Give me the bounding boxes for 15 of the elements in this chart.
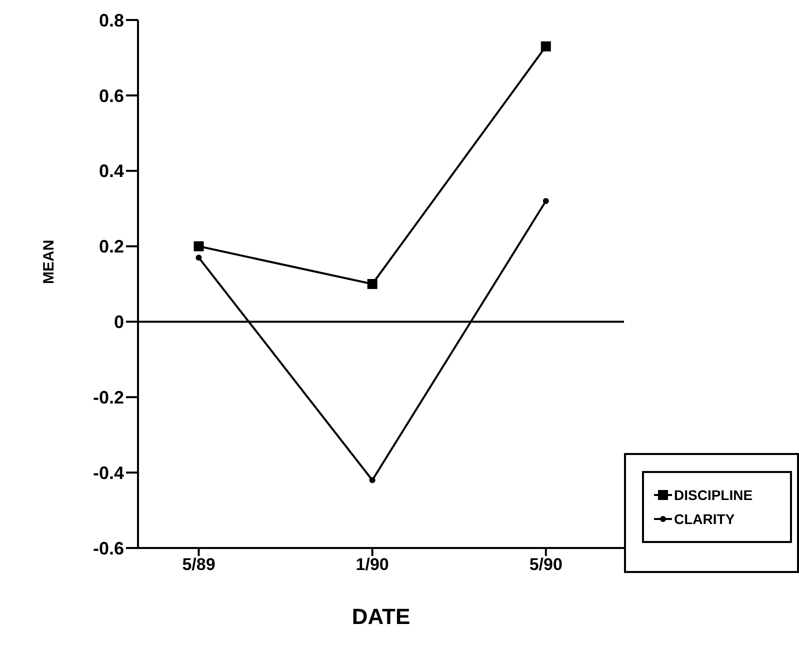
x-tick-label: 5/90 bbox=[529, 555, 562, 574]
y-tick-label: -0.4 bbox=[92, 462, 124, 483]
y-tick-label: -0.2 bbox=[92, 388, 124, 408]
y-tick-label: 0 bbox=[114, 312, 124, 332]
y-tick-label: 0.4 bbox=[98, 161, 124, 182]
x-axis-title: DATE bbox=[352, 604, 410, 629]
y-axis-title: MEAN bbox=[40, 240, 58, 284]
y-tick-label: -0.6 bbox=[92, 538, 124, 558]
y-tick-label: 0.6 bbox=[98, 86, 124, 106]
legend-label: CLARITY bbox=[674, 510, 735, 529]
y-tick-label: 0.8 bbox=[98, 10, 124, 30]
legend-label: DISCIPLINE bbox=[674, 486, 753, 505]
y-tick-label: 0.2 bbox=[98, 236, 124, 257]
x-tick-label: 1/90 bbox=[356, 555, 389, 574]
x-tick-label: 5/89 bbox=[182, 555, 216, 574]
